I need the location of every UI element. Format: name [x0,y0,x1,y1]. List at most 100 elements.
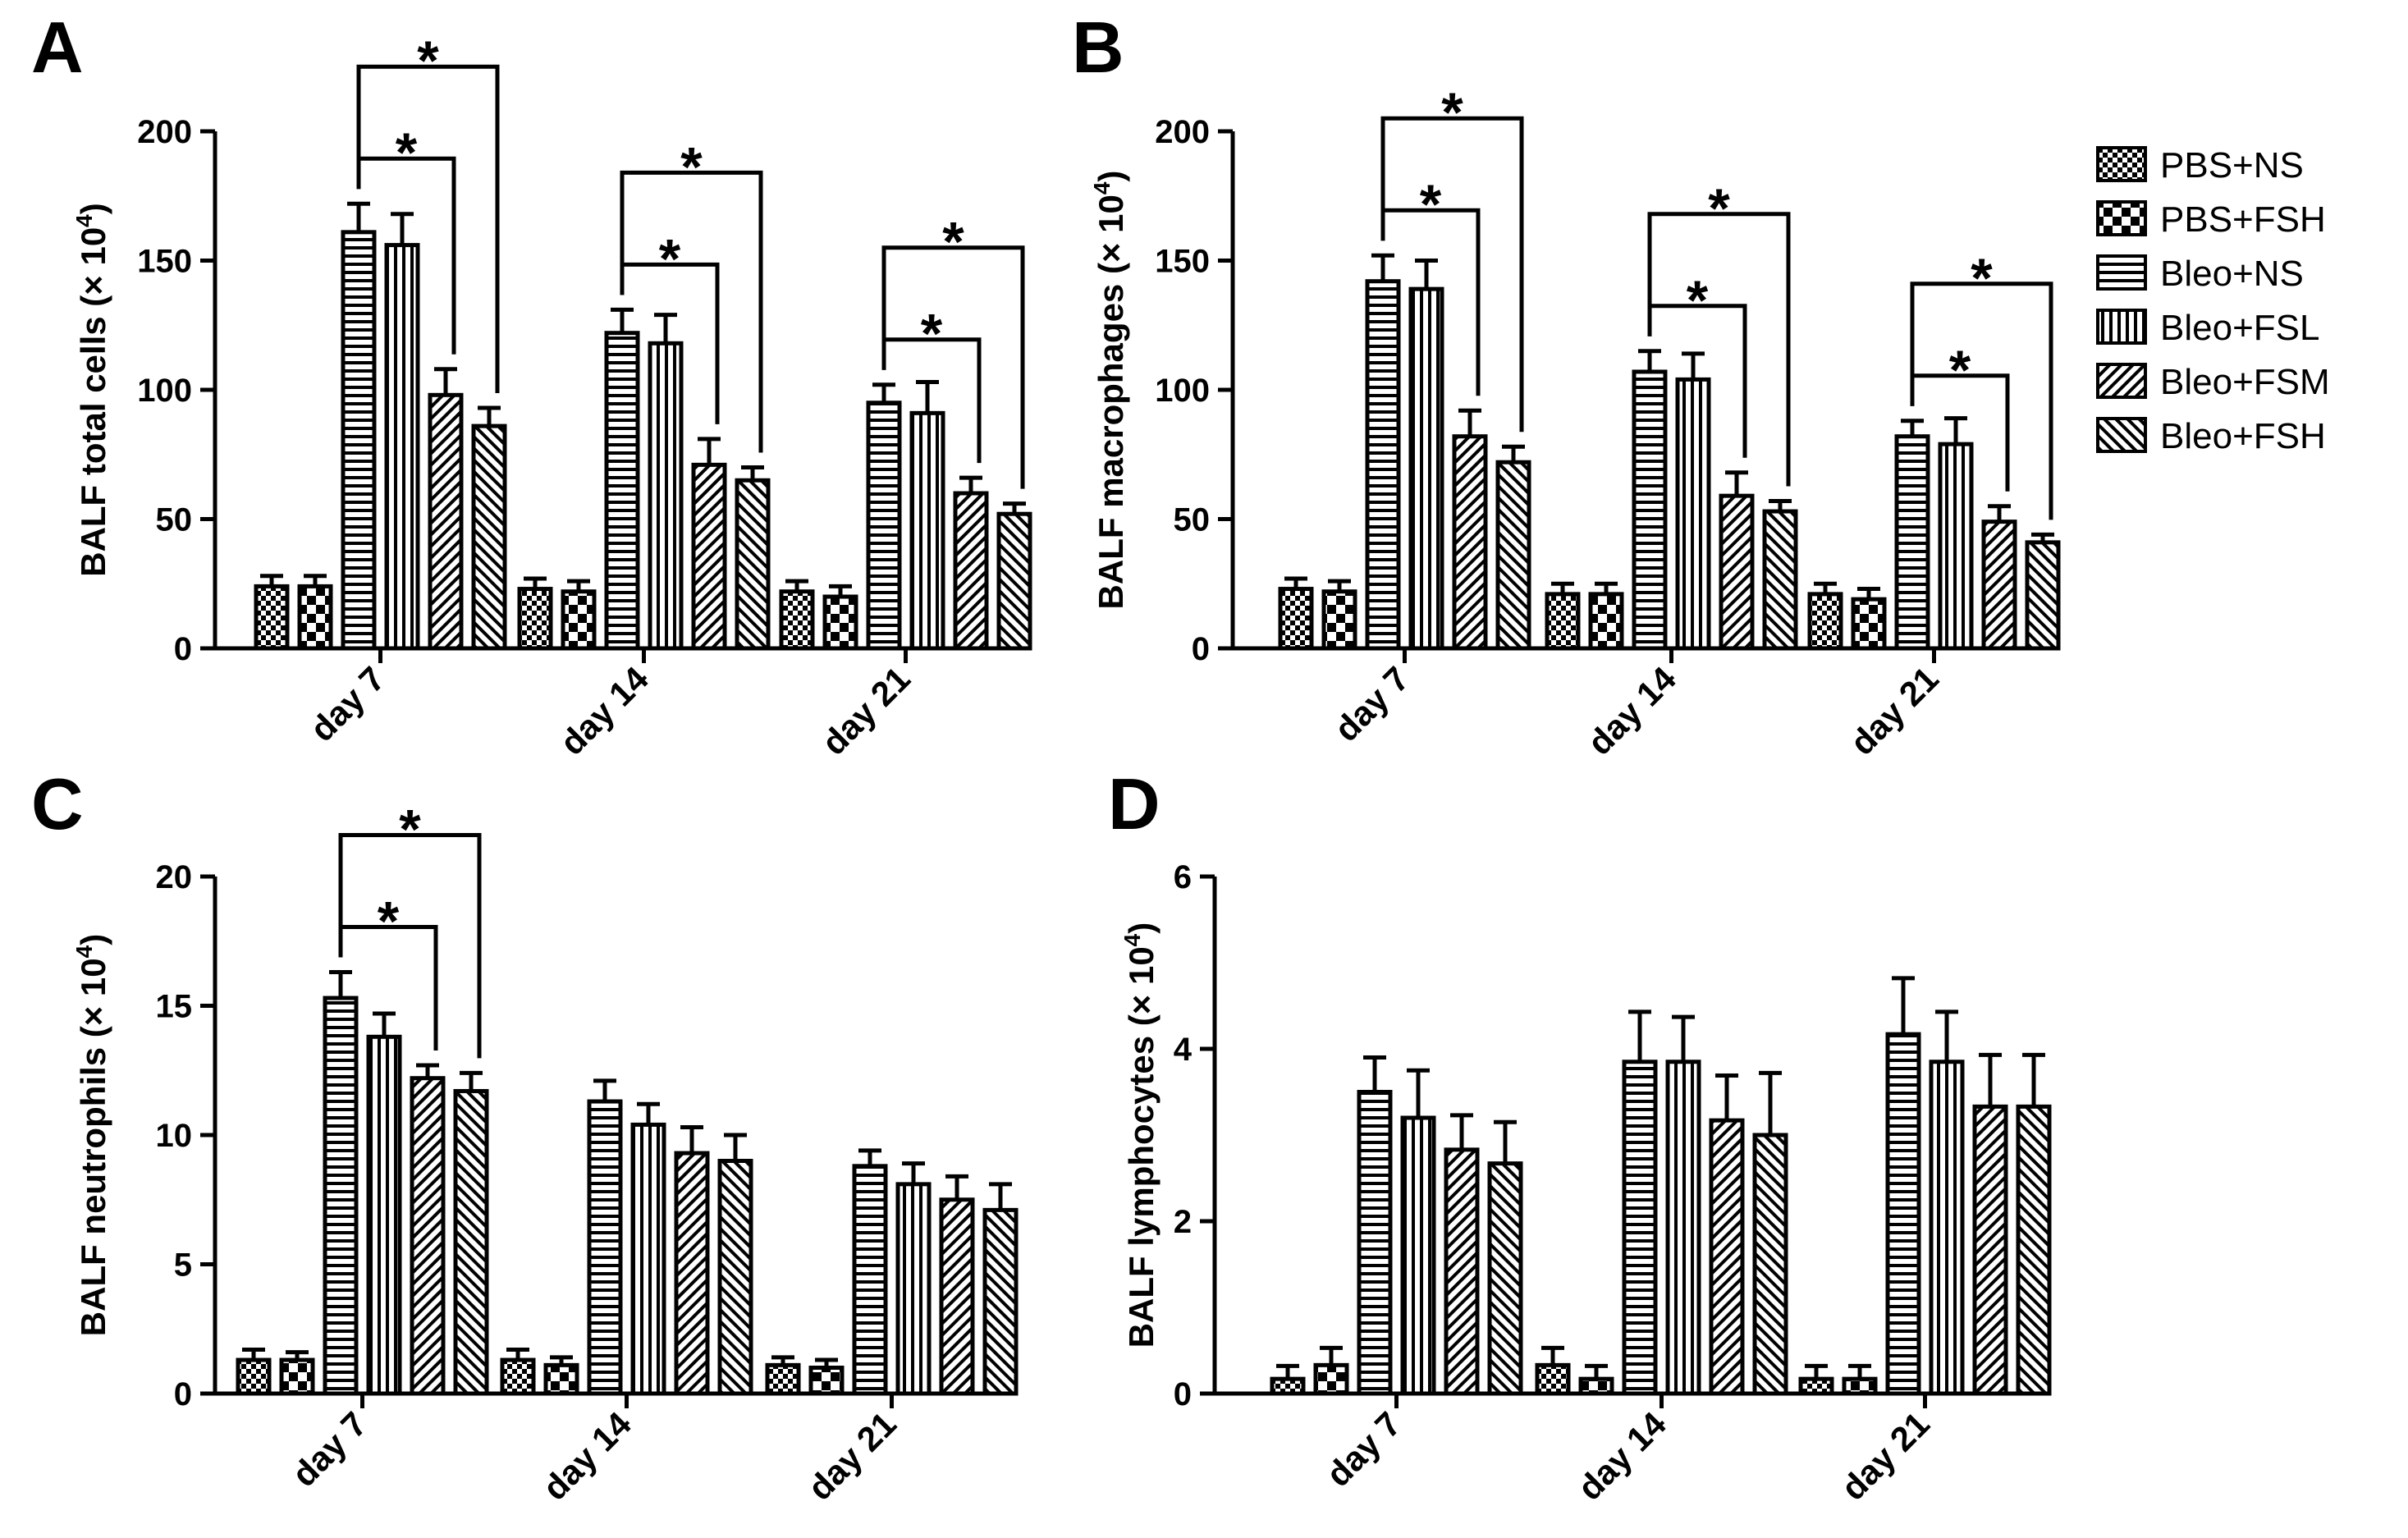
bar [822,594,858,651]
panel-letter: A [31,7,84,88]
bar [587,1099,623,1396]
bar [384,243,420,651]
bar [953,491,989,651]
bar [410,1076,446,1396]
y-tick-label: 50 [1174,502,1211,538]
significance-star: * [1708,177,1730,240]
y-axis-label: BALF total cells (× 104) [71,203,112,577]
significance-star: * [378,890,400,953]
significance-bracket [881,245,1025,489]
bar [279,1357,315,1396]
bar [1632,369,1668,651]
y-tick-label: 4 [1174,1032,1193,1068]
x-tick-label: day 7 [303,659,392,748]
legend-label: PBS+NS [2160,145,2304,185]
significance-bracket [356,64,500,394]
significance-star: * [399,799,421,861]
bar [1972,1104,2008,1396]
bar [1842,1376,1878,1396]
significance-bracket [1380,116,1524,433]
panel-c: C 0 5 10 15 20 BALF neutrophils (× 104) day 7 da… [31,763,1019,1508]
panel-a: A 0 50 100 150 200 BALF total cells (× 104) day… [31,7,1032,762]
y-tick-label: 0 [174,1376,192,1412]
bar [1981,520,2017,651]
bar [866,401,902,651]
y-tick-label: 0 [1192,631,1210,667]
legend-swatch [2096,417,2147,453]
bar [674,1151,710,1396]
bar [1798,1376,1834,1396]
bar [543,1362,579,1396]
significance-star: * [1441,81,1463,144]
bar [648,341,684,651]
significance-star: * [921,303,943,365]
bar [1408,286,1444,651]
significance-star: * [942,211,964,273]
bar [1752,1133,1788,1396]
bar [1622,1060,1658,1396]
significance-star: * [680,135,703,198]
significance-bracket [1910,282,2053,520]
bar [1495,460,1531,651]
x-tick-label: day 14 [552,659,656,762]
y-tick-label: 5 [174,1247,192,1284]
bar [341,230,377,651]
significance-star: * [1971,247,1993,309]
legend-swatch [2096,254,2147,291]
y-tick-label: 150 [137,244,192,280]
bar [453,1088,489,1396]
bar [1851,597,1887,651]
legend-swatch [2096,200,2147,236]
bar [1929,1060,1965,1396]
legend-swatch [2096,146,2147,182]
bar [909,410,945,651]
legend: PBS+NS PBS+FSH Bleo+NS Bleo+FSL Bleo+FSM Bleo… [2096,145,2330,456]
y-tick-label: 200 [137,114,192,150]
y-tick-label: 200 [1155,114,1210,150]
bar [1938,442,1974,651]
significance-star: * [417,30,439,92]
y-tick-label: 100 [137,373,192,409]
bar [1535,1362,1571,1396]
x-tick-label: day 21 [800,1404,904,1508]
x-tick-label: day 7 [1319,1404,1408,1494]
bar [939,1197,975,1396]
bar [1278,587,1314,651]
legend-swatch [2096,309,2147,345]
panel-letter: D [1108,763,1161,845]
bar [236,1357,272,1396]
significance-star: * [1420,173,1442,236]
x-tick-label: day 21 [1833,1404,1937,1508]
bar [1400,1115,1436,1396]
significance-bracket [620,170,763,453]
bar [1709,1118,1745,1396]
panel-letter: C [31,763,84,845]
bar [779,589,815,651]
bar [735,478,771,651]
bar [982,1207,1019,1396]
bar [808,1366,845,1396]
significance-star: * [659,227,681,290]
bar [366,1034,402,1396]
x-tick-label: day 7 [1327,659,1417,748]
bar [604,331,640,651]
bar [1719,493,1755,651]
y-tick-label: 20 [156,859,193,895]
bar [1270,1376,1306,1396]
x-tick-label: day 14 [1570,1404,1673,1508]
x-tick-label: day 14 [1580,659,1683,762]
bar [428,392,464,651]
bar [471,423,507,651]
bar [717,1159,753,1396]
bar [895,1182,932,1396]
y-tick-label: 2 [1174,1204,1192,1240]
legend-label: PBS+FSH [2160,199,2326,240]
bar [1321,589,1357,651]
bar [517,587,553,651]
panel-d: D 0 2 4 6 BALF lymphocytes (× 104) day 7 day 14… [1108,763,2052,1508]
bar [254,584,290,651]
bar [1807,592,1843,651]
significance-star: * [1949,339,1971,401]
y-tick-label: 150 [1155,244,1210,280]
